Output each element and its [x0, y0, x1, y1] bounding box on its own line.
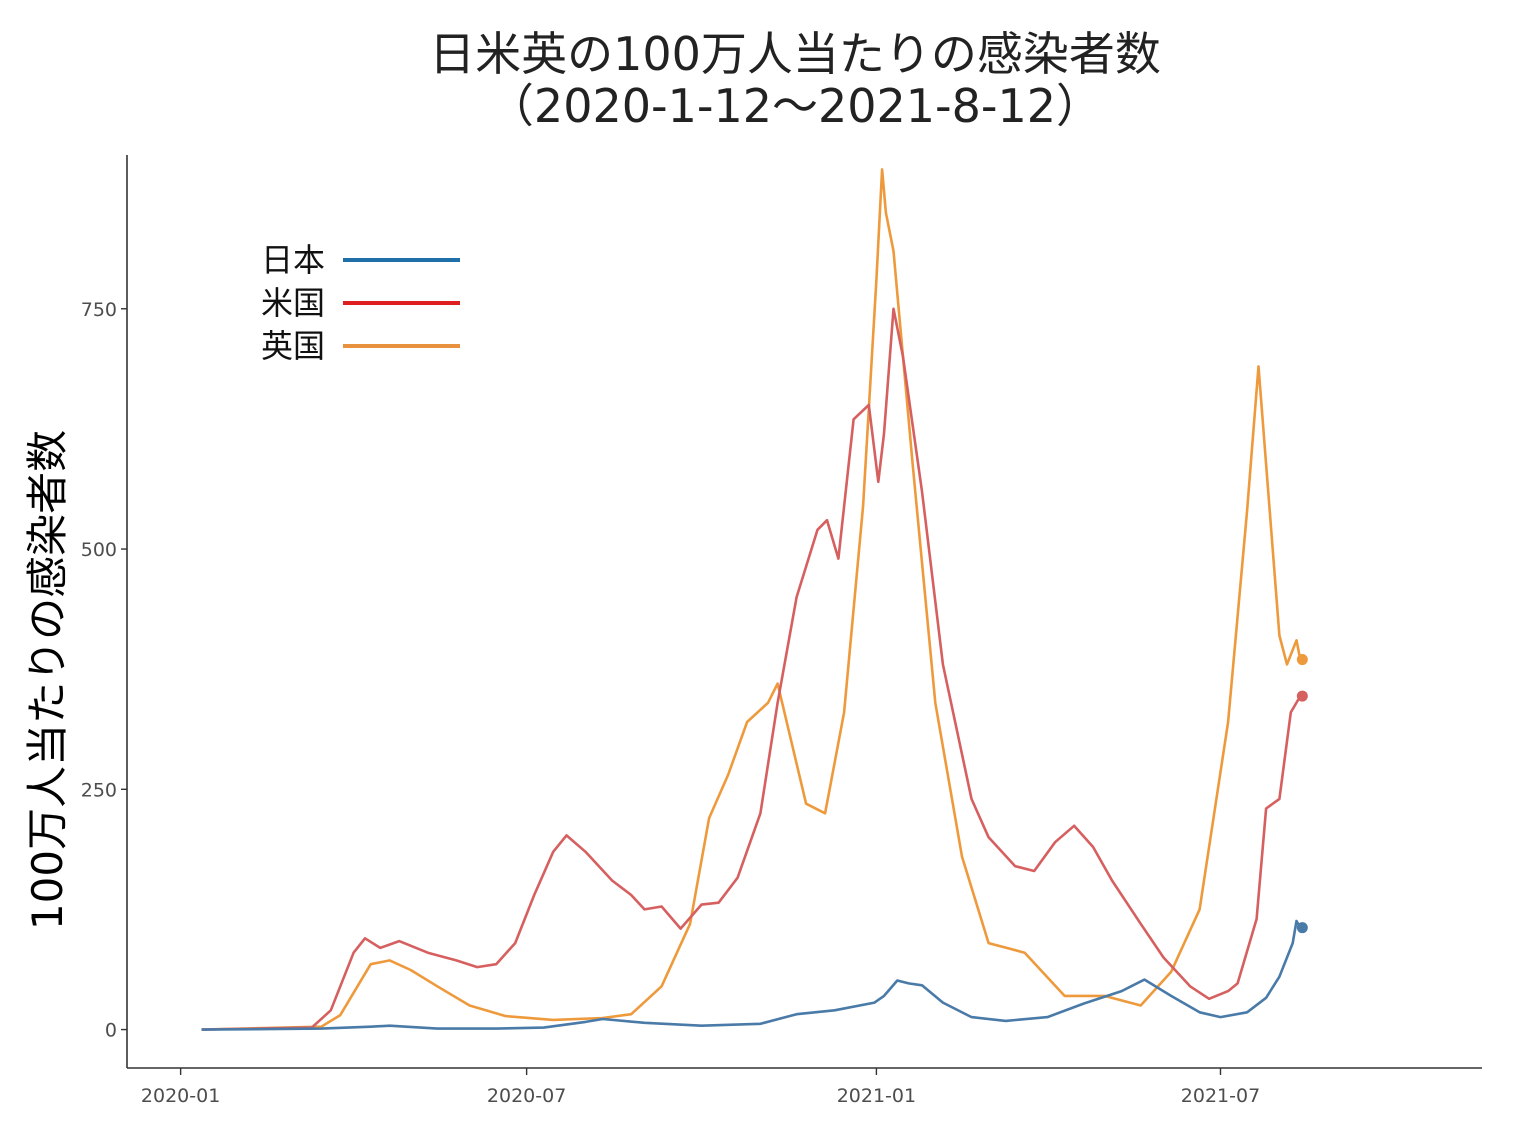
series-line-2 — [201, 168, 1302, 1031]
y-axis-label: 100万人当たりの感染者数 — [23, 430, 72, 930]
legend-label-2: 英国 — [261, 327, 325, 365]
y-tick-label: 500 — [81, 539, 117, 561]
title-line-2: （2020-1-12～2021-8-12） — [487, 79, 1103, 133]
x-tick-label: 2021-01 — [837, 1085, 916, 1107]
x-tick-label: 2020-07 — [487, 1085, 566, 1107]
x-tick-label: 2020-01 — [141, 1085, 220, 1107]
y-tick-label: 250 — [81, 779, 117, 801]
series-lines — [201, 168, 1308, 1031]
axes — [126, 155, 1482, 1069]
series-line-0 — [201, 919, 1302, 1031]
title-line-1: 日米英の100万人当たりの感染者数 — [429, 27, 1161, 81]
legend-label-1: 米国 — [261, 284, 325, 322]
series-end-point-2 — [1296, 654, 1308, 666]
series-end-point-1 — [1296, 690, 1308, 702]
chart-title: 日米英の100万人当たりの感染者数 （2020-1-12～2021-8-12） — [150, 28, 1440, 132]
y-tick-label: 0 — [105, 1020, 117, 1042]
series-end-point-0 — [1296, 922, 1308, 934]
y-tick-label: 750 — [81, 299, 117, 321]
x-tick-label: 2021-07 — [1181, 1085, 1260, 1107]
legend-label-0: 日本 — [261, 241, 325, 279]
ticks: 0 250 500 750 2020-01 2020-07 2021-01 2021-07 — [81, 299, 1260, 1107]
series-line-1 — [201, 307, 1302, 1031]
